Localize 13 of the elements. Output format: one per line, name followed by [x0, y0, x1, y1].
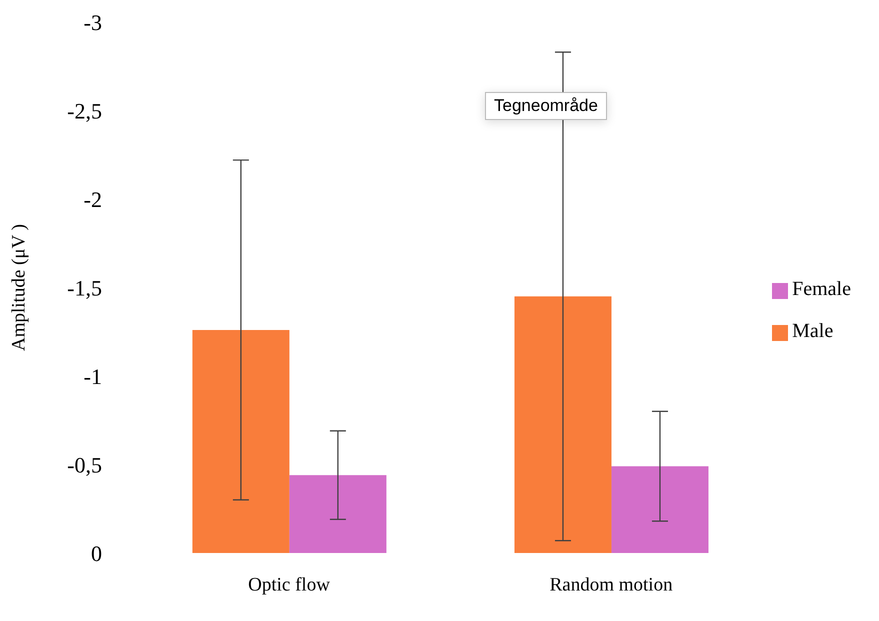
y-tick-label: -1,5	[67, 275, 102, 300]
y-tick-label: -2	[84, 186, 102, 212]
x-tick-label: Optic flow	[248, 574, 330, 596]
y-tick-label: -3	[84, 10, 102, 35]
annotation: Tegneområde	[485, 92, 607, 120]
y-axis-title: Amplitude (μV )	[8, 224, 30, 351]
x-tick-label: Random motion	[550, 574, 674, 596]
legend-label: Male	[792, 320, 834, 342]
legend-label: Female	[792, 278, 851, 300]
y-tick-label: 0	[91, 540, 102, 566]
y-tick-label: -1	[84, 364, 102, 389]
y-tick-label: -0,5	[67, 452, 102, 478]
y-tick-label: -2,5	[67, 98, 102, 124]
